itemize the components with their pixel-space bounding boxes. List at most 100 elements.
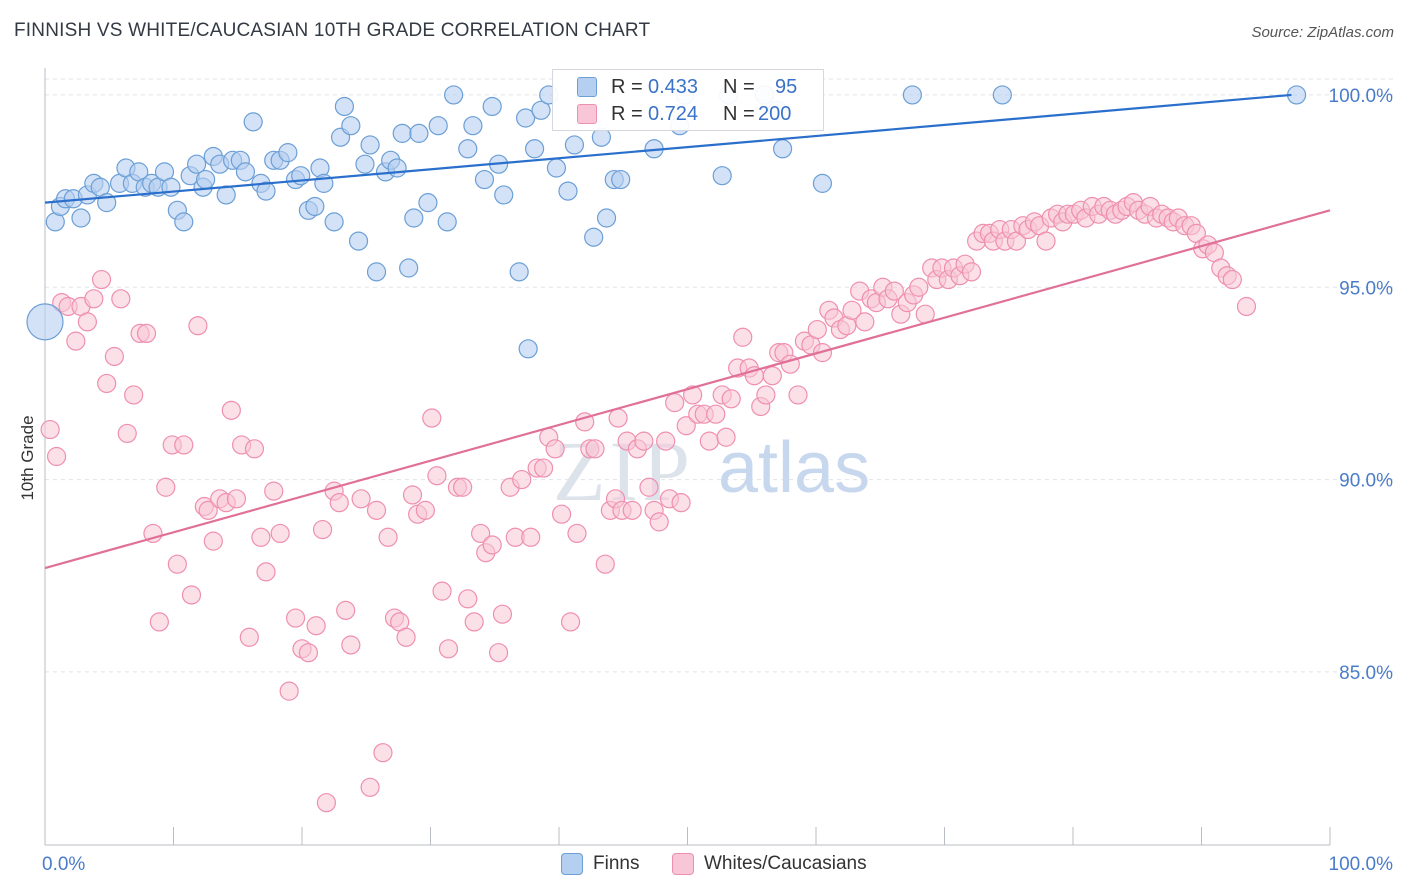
data-point-whites	[77, 312, 98, 332]
data-point-finns	[216, 185, 236, 205]
data-point-whites	[683, 385, 703, 405]
legend-item-finns[interactable]: Finns	[561, 850, 639, 878]
data-point-whites	[181, 585, 202, 605]
data-point-finns	[772, 139, 793, 159]
data-point-whites	[567, 523, 587, 544]
chart-title: FINNISH VS WHITE/CAUCASIAN 10TH GRADE CO…	[14, 20, 651, 41]
x-tick-label: 100.0%	[1329, 854, 1394, 875]
data-point-whites	[855, 312, 875, 332]
data-point-whites	[464, 612, 484, 632]
stats-legend: R = 0.433 N = 95 R = 0.724 N = 200	[552, 69, 824, 131]
data-point-finns	[392, 123, 412, 143]
data-point-whites	[136, 323, 157, 344]
data-point-finns	[174, 212, 194, 232]
source-label: Source: ZipAtlas.com	[1251, 24, 1394, 41]
trend-line-whites	[44, 209, 1331, 570]
legend-n-label: N =	[723, 103, 755, 125]
data-point-whites	[909, 277, 929, 297]
data-point-whites	[149, 612, 169, 632]
data-point-finns	[584, 227, 604, 247]
data-point-finns	[428, 116, 448, 136]
x-tick-label: 0.0%	[42, 854, 85, 875]
legend-r-value: 0.433	[648, 76, 699, 98]
legend-n-label: N =	[723, 76, 755, 98]
data-point-whites	[373, 743, 393, 763]
data-point-whites	[91, 269, 112, 290]
data-point-whites	[676, 416, 696, 436]
data-point-finns	[399, 258, 419, 278]
data-point-whites	[560, 612, 581, 632]
data-point-finns	[546, 158, 567, 178]
data-point-whites	[492, 604, 513, 624]
data-point-finns	[482, 96, 502, 117]
data-point-finns	[902, 85, 922, 105]
data-point-whites	[336, 600, 356, 620]
data-point-whites	[97, 373, 117, 394]
data-point-finns	[444, 85, 464, 105]
data-point-whites	[270, 523, 290, 544]
data-point-finns	[515, 108, 536, 128]
legend-r-label: R =	[611, 103, 643, 125]
legend-swatch-finns	[577, 77, 597, 97]
data-point-whites	[649, 512, 669, 532]
data-point-whites	[360, 777, 380, 797]
data-point-finns	[524, 139, 545, 159]
legend-n-value: 95	[775, 76, 798, 98]
data-point-whites	[585, 439, 605, 459]
data-point-finns	[305, 196, 325, 217]
data-point-whites	[884, 281, 904, 301]
data-point-whites	[762, 366, 782, 386]
data-point-whites	[1222, 269, 1242, 290]
data-point-whites	[634, 431, 654, 451]
data-point-whites	[378, 527, 398, 547]
watermark-atlas: atlas	[718, 428, 870, 508]
data-point-whites	[427, 466, 447, 486]
data-point-whites	[279, 681, 299, 701]
legend-row-whites: R = 0.724 N = 200	[553, 101, 823, 127]
finns-label: Finns	[593, 853, 640, 874]
data-point-whites	[807, 319, 827, 340]
data-point-finns	[243, 112, 263, 132]
data-point-finns	[26, 303, 64, 341]
tick-labels: 100.0% 95.0% 90.0% 85.0% 0.0% 100.0%	[42, 86, 1393, 875]
data-point-finns	[256, 181, 276, 201]
data-point-whites	[489, 643, 509, 663]
data-point-whites	[415, 500, 435, 520]
data-point-whites	[533, 458, 554, 478]
legend-n-value: 200	[758, 103, 792, 125]
data-point-whites	[733, 327, 753, 347]
data-point-whites	[264, 481, 284, 501]
data-point-whites	[256, 562, 276, 582]
data-point-whites	[402, 485, 423, 505]
data-point-whites	[1036, 231, 1056, 251]
data-point-finns	[324, 212, 344, 232]
data-point-whites	[251, 527, 271, 547]
data-point-whites	[438, 639, 459, 659]
data-point-whites	[842, 300, 862, 320]
data-point-finns	[437, 212, 457, 232]
data-point-whites	[316, 793, 337, 813]
data-point-finns	[387, 158, 407, 178]
data-point-finns	[458, 139, 478, 159]
legend-item-whites[interactable]: Whites/Caucasians	[672, 850, 867, 878]
legend-r-label: R =	[611, 76, 643, 98]
data-point-whites	[40, 419, 60, 440]
axes	[44, 68, 1331, 846]
data-point-whites	[221, 400, 241, 420]
data-point-whites	[156, 477, 176, 497]
data-point-whites	[239, 627, 259, 647]
data-point-whites	[226, 489, 247, 509]
y-tick-label: 90.0%	[1339, 471, 1393, 492]
data-point-finns	[518, 339, 538, 359]
data-point-finns	[235, 162, 256, 182]
y-tick-label: 100.0%	[1329, 86, 1394, 107]
data-point-finns	[712, 166, 732, 186]
data-point-whites	[521, 527, 541, 547]
data-point-whites	[396, 627, 416, 647]
data-point-finns	[366, 262, 387, 282]
series-whites-points	[40, 193, 1257, 813]
data-point-whites	[167, 554, 187, 574]
data-point-finns	[409, 123, 429, 143]
finns-swatch	[561, 853, 583, 875]
